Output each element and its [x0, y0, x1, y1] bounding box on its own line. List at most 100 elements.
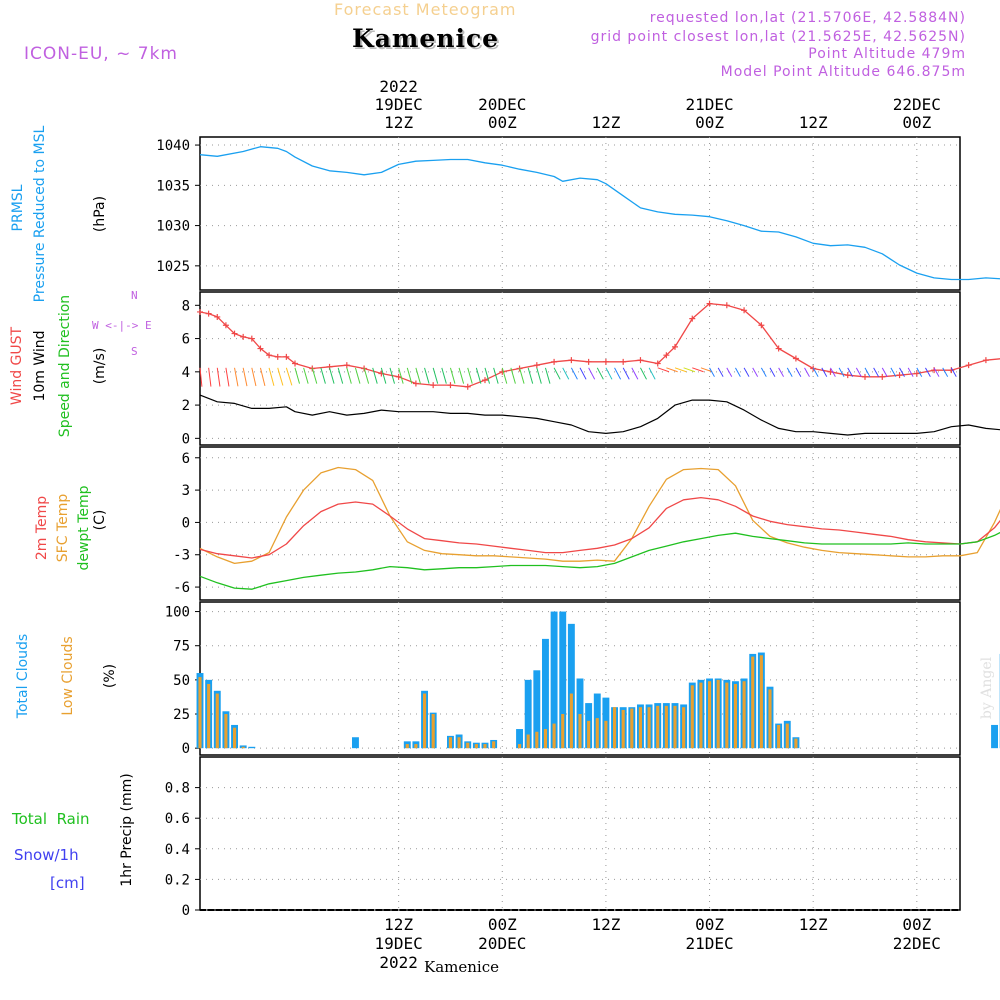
wind-arrow — [406, 367, 413, 384]
gust-marker — [240, 333, 247, 340]
gust-marker — [533, 362, 540, 369]
gust-marker — [672, 343, 678, 350]
wind-arrow — [778, 367, 784, 377]
low-cloud-bar — [785, 723, 789, 749]
low-cloud-bar — [587, 720, 591, 749]
total-cloud-bar — [550, 611, 558, 749]
wind-arrow — [475, 367, 482, 384]
wind-arrow — [674, 367, 687, 373]
gust-marker — [266, 352, 273, 359]
dewpt-line — [199, 531, 1000, 590]
total-cloud-bar — [991, 724, 998, 749]
wind-arrow — [277, 367, 284, 386]
wind-arrow — [501, 367, 508, 384]
y-tick-label: 0.6 — [165, 811, 190, 827]
y-tick-label: 0 — [182, 903, 190, 919]
top-time-label: 22DEC — [893, 95, 941, 114]
model-label: ICON-EU, ~ 7km — [24, 44, 178, 64]
low-cloud-bar — [535, 731, 539, 749]
wind-arrow — [683, 367, 696, 373]
wind-arrow — [588, 367, 596, 380]
low-cloud-bar — [224, 714, 228, 749]
bottom-time-label: 20DEC — [478, 934, 526, 953]
wind-arrow — [389, 367, 395, 384]
gust-marker — [447, 382, 454, 389]
low-cloud-bar — [630, 708, 634, 749]
top-time-label: 19DEC — [375, 95, 423, 114]
wind-arrow — [631, 367, 639, 380]
wind-arrow — [942, 367, 949, 377]
wind-arrow — [838, 367, 845, 377]
y-tick-label: 0 — [182, 741, 190, 757]
wind-arrow — [363, 367, 370, 384]
gust-marker — [792, 355, 799, 362]
gust-marker — [862, 373, 868, 380]
wind-arrow — [398, 367, 404, 384]
low-cloud-bar — [656, 705, 660, 749]
wind-arrow — [605, 367, 613, 380]
wind-arrow — [380, 367, 387, 384]
wind-arrow — [259, 367, 266, 386]
gust-marker — [499, 368, 506, 375]
gust-marker — [879, 373, 886, 380]
gust-marker — [741, 307, 748, 314]
wind-arrow — [510, 367, 516, 384]
wind-arrow — [337, 367, 344, 384]
gust-marker — [222, 322, 229, 329]
wind-arrow — [709, 367, 715, 377]
wind-arrow — [743, 367, 750, 377]
gust-marker — [412, 380, 419, 387]
wind-arrow — [544, 367, 551, 384]
low-cloud-bar — [751, 656, 755, 749]
low-cloud-bar — [716, 679, 720, 749]
wind-arrow — [657, 367, 670, 373]
total-rain-label: Total Rain — [12, 810, 90, 828]
low-cloud-bar — [682, 707, 686, 749]
gust-marker — [965, 362, 972, 369]
wind-arrow — [881, 367, 888, 377]
y-tick-label: 0.4 — [165, 842, 190, 858]
wind-arrow — [311, 367, 318, 384]
top-time-label: 21DEC — [685, 95, 733, 114]
wind-arrow — [519, 367, 525, 384]
wind-arrow — [251, 367, 257, 387]
requested-coords: requested lon,lat (21.5706E, 42.5884N) — [649, 10, 966, 26]
wind-arrow — [216, 367, 221, 387]
low-cloud-bar — [690, 685, 694, 749]
snow-unit-label: [cm] — [50, 874, 85, 892]
top-time-label: 2022 — [379, 77, 418, 96]
gust-marker — [343, 362, 350, 369]
total-cloud-bar — [542, 638, 549, 749]
y-tick-label: 0.8 — [165, 781, 190, 797]
wind-arrow — [415, 367, 421, 384]
gust-marker — [689, 315, 696, 322]
low-cloud-bar — [215, 693, 219, 749]
gust-marker — [214, 313, 221, 320]
wind-arrow — [234, 367, 239, 387]
wind-arrow — [864, 367, 871, 377]
wind-arrow — [329, 367, 335, 384]
bottom-time-label: 00Z — [695, 915, 724, 934]
compass-row: W <-|-> E — [92, 319, 152, 332]
low-cloud-bar — [457, 737, 461, 749]
gust-marker — [844, 372, 851, 379]
wind-arrow — [294, 367, 300, 384]
wind-arrow — [484, 367, 490, 384]
wind-arrow — [493, 367, 499, 384]
wind-arrow — [925, 367, 931, 377]
y-tick-label: 4 — [182, 365, 190, 381]
total-cloud-bar — [576, 678, 584, 749]
wind-arrow — [208, 367, 212, 387]
low-cloud-bar — [612, 707, 617, 749]
low-cloud-bar — [733, 683, 738, 749]
meteogram-subtitle: Forecast Meteogram — [334, 0, 517, 19]
total-cloud-bar — [248, 746, 256, 749]
bottom-time-label: 00Z — [488, 915, 517, 934]
total-cloud-bar — [567, 623, 575, 749]
total-cloud-bar — [352, 737, 359, 749]
wind-arrow — [199, 367, 203, 387]
low-cloud-bar — [647, 707, 651, 749]
y-tick-label: 1030 — [156, 219, 190, 235]
y-tick-label: -3 — [173, 548, 190, 564]
